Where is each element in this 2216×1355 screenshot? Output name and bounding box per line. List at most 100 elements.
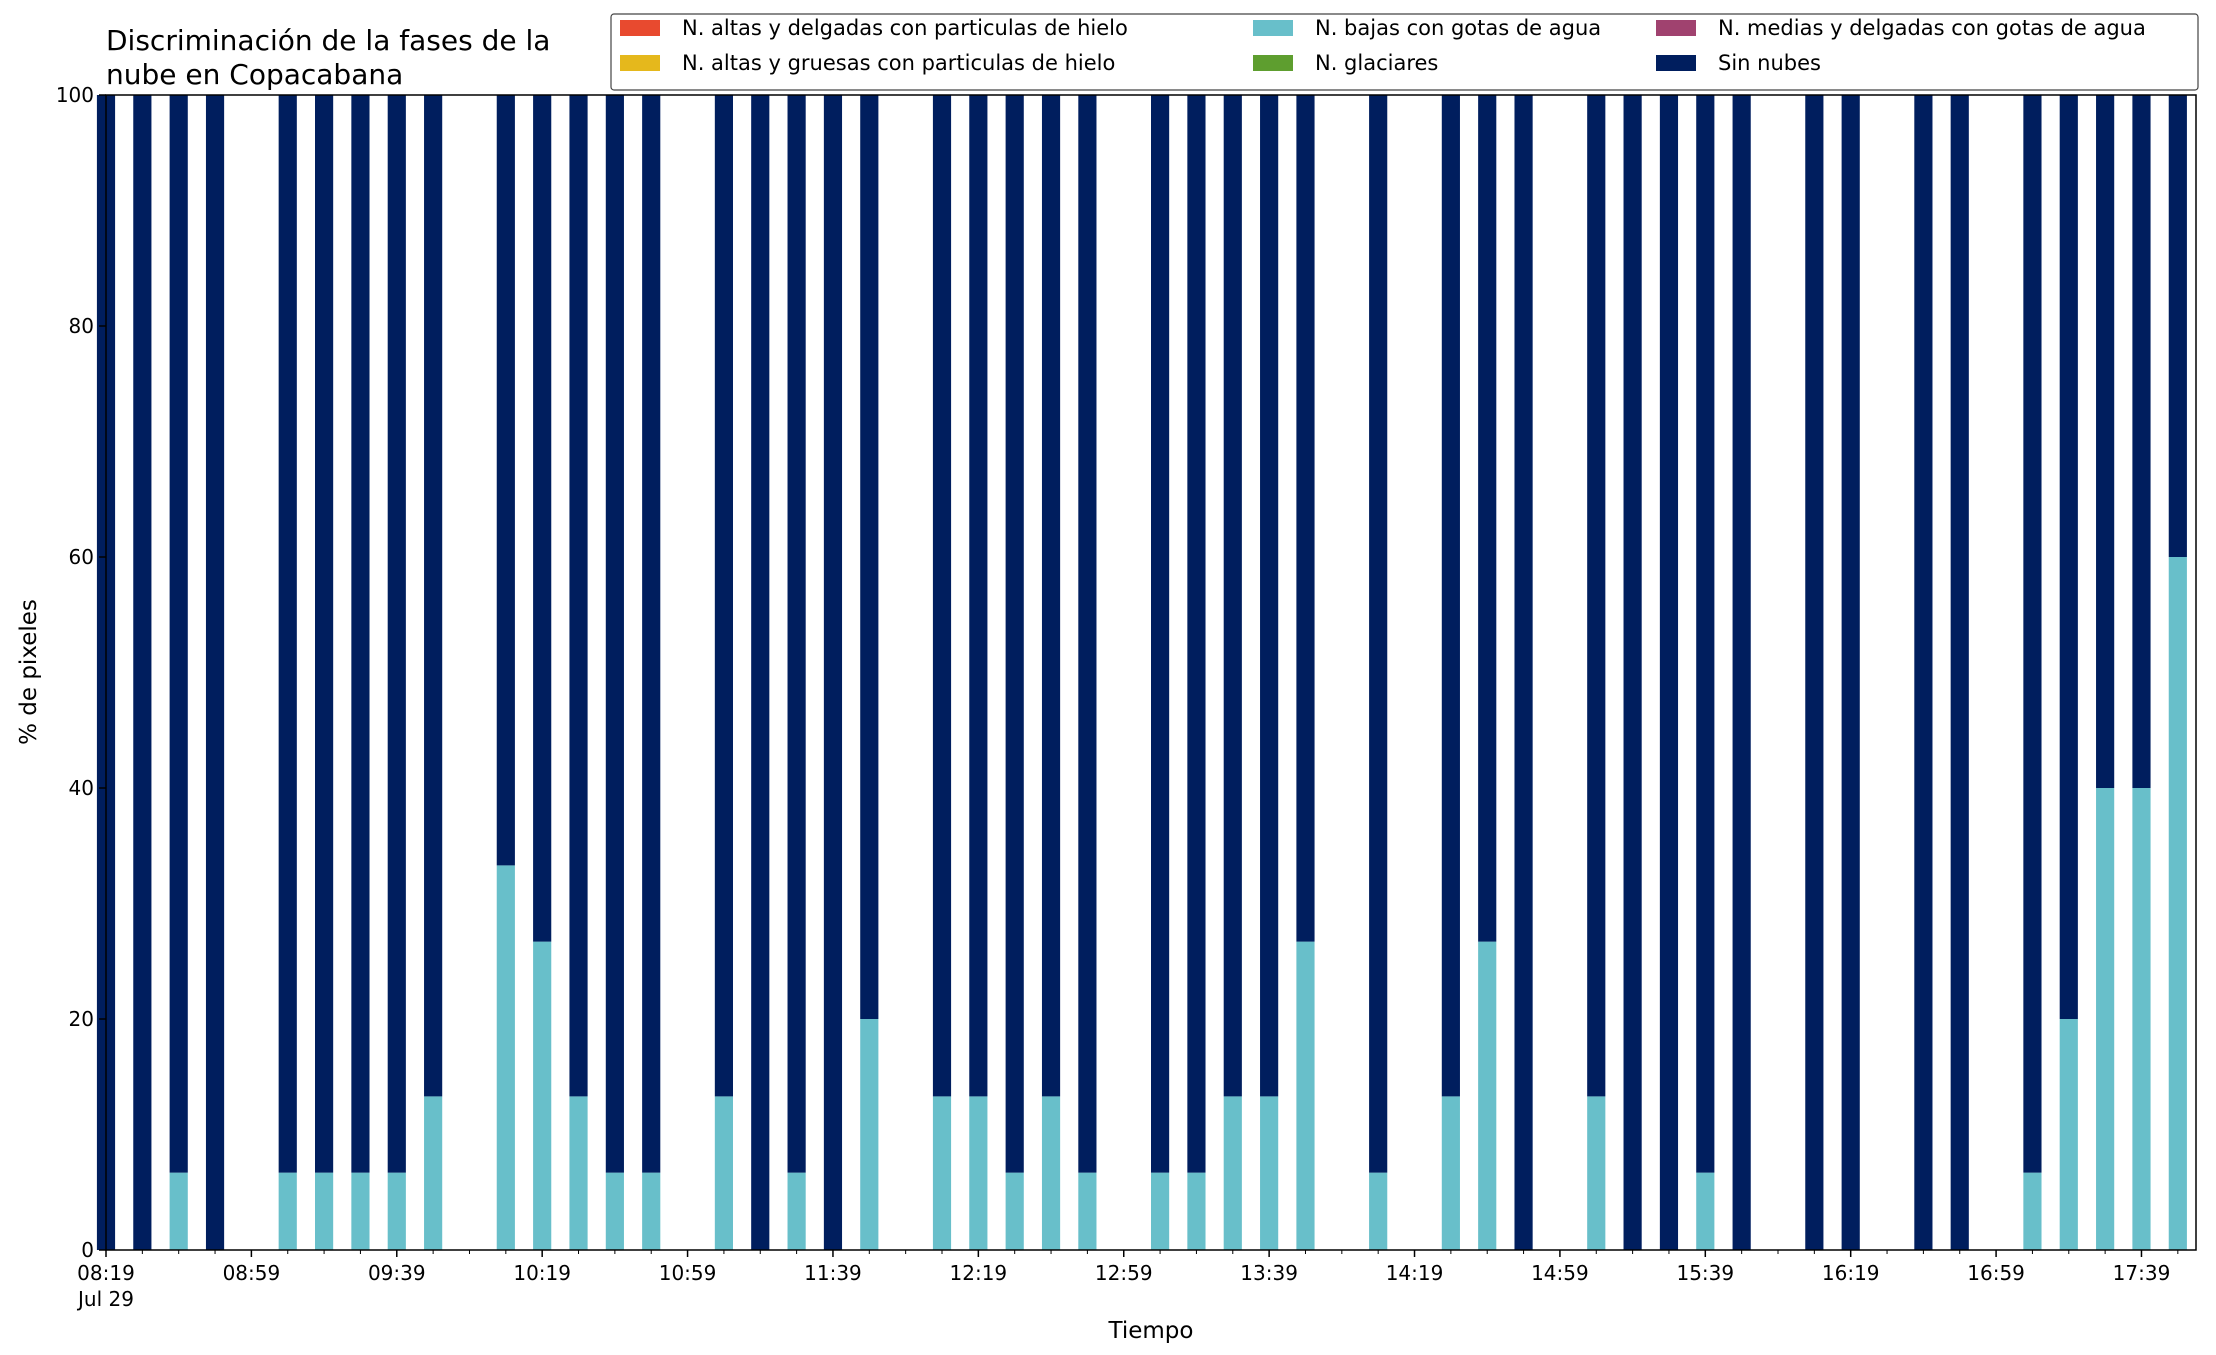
- bar-segment: [1587, 95, 1606, 1097]
- bar-segment: [1659, 95, 1679, 1250]
- x-tick-label: 12:59: [1095, 1261, 1153, 1285]
- bar-segment: [1623, 95, 1642, 1250]
- bar-segment: [1805, 95, 1824, 1250]
- bar-segment: [1223, 1096, 1242, 1250]
- x-tick-label: 11:39: [804, 1261, 862, 1285]
- bar-segment: [1260, 95, 1279, 1097]
- bar-segment: [169, 1172, 188, 1250]
- legend-swatch: [620, 55, 660, 71]
- legend-swatch: [1656, 55, 1696, 71]
- legend-label: N. altas y delgadas con particulas de hi…: [682, 16, 1128, 40]
- bar-segment: [1696, 1172, 1715, 1250]
- bar-segment: [1696, 95, 1715, 1173]
- bar-segment: [1078, 1172, 1097, 1250]
- legend-label: N. altas y gruesas con particulas de hie…: [682, 51, 1115, 75]
- bar-segment: [315, 95, 334, 1173]
- bar-segment: [1478, 941, 1497, 1250]
- bar-segment: [1041, 95, 1061, 1097]
- bar-segment: [424, 1096, 443, 1250]
- bar-segment: [169, 95, 188, 1173]
- bar-segment: [1223, 95, 1242, 1097]
- bar-segment: [1732, 95, 1751, 1250]
- bar-segment: [2168, 557, 2187, 1250]
- y-tick-label: 0: [81, 1238, 94, 1262]
- bar-segment: [1151, 95, 1170, 1173]
- bar-segment: [1841, 95, 1860, 1250]
- legend-swatch: [620, 20, 660, 36]
- x-axis-label: Tiempo: [1108, 1318, 1194, 1344]
- bar-segment: [2168, 95, 2187, 557]
- bar-segment: [642, 95, 661, 1173]
- bar-segment: [1914, 95, 1933, 1250]
- y-tick-label: 80: [69, 314, 94, 338]
- bar-segment: [1950, 95, 1969, 1250]
- bar-segment: [2059, 95, 2078, 1019]
- bar-segment: [278, 95, 297, 1173]
- bar-segment: [860, 1019, 879, 1250]
- legend: N. altas y delgadas con particulas de hi…: [610, 13, 2199, 91]
- bar-segment: [2132, 95, 2151, 788]
- bar-segment: [351, 1172, 370, 1250]
- x-tick-label: 08:19: [77, 1261, 135, 1285]
- bar-segment: [315, 1172, 334, 1250]
- bar-segment: [387, 1172, 406, 1250]
- bar-segment: [714, 1096, 733, 1250]
- bar-segment: [205, 95, 225, 1250]
- bar-segment: [2096, 95, 2115, 788]
- bar-segment: [1078, 95, 1097, 1173]
- chart-title: Discriminación de la fases de la nube en…: [106, 24, 559, 91]
- bar-segment: [751, 95, 770, 1250]
- bar-segment: [932, 95, 952, 1097]
- bar-segment: [1151, 1172, 1170, 1250]
- bar-segment: [1478, 95, 1497, 942]
- x-tick-label: 14:19: [1386, 1261, 1444, 1285]
- bars: [96, 95, 2187, 1250]
- bar-segment: [969, 95, 988, 1097]
- legend-label: N. bajas con gotas de agua: [1315, 16, 1601, 40]
- y-axis: 0 20 40 60 80 100: [56, 83, 106, 1262]
- bar-segment: [2023, 95, 2042, 1173]
- bar-segment: [1441, 1096, 1460, 1250]
- bar-segment: [860, 95, 879, 1019]
- legend-label: N. medias y delgadas con gotas de agua: [1718, 16, 2146, 40]
- bar-segment: [387, 95, 406, 1173]
- x-tick-label: 09:39: [368, 1261, 426, 1285]
- bar-segment: [605, 1172, 624, 1250]
- y-tick-label: 60: [69, 545, 94, 569]
- bar-segment: [278, 1172, 297, 1250]
- bar-segment: [1441, 95, 1460, 1097]
- plot-frame: [105, 94, 2197, 1251]
- legend-label: N. glaciares: [1315, 51, 1438, 75]
- y-tick-label: 40: [69, 776, 94, 800]
- bar-segment: [569, 1096, 588, 1250]
- bar-segment: [1369, 95, 1388, 1173]
- bar-segment: [133, 95, 152, 1250]
- bar-segment: [969, 1096, 988, 1250]
- x-tick-label: 08:59: [223, 1261, 281, 1285]
- x-tick-label: 14:59: [1531, 1261, 1589, 1285]
- bar-segment: [496, 95, 515, 866]
- bar-segment: [714, 95, 733, 1097]
- bar-segment: [642, 1172, 661, 1250]
- bar-segment: [351, 95, 370, 1173]
- bar-segment: [533, 941, 552, 1250]
- x-tick-label: 15:39: [1676, 1261, 1734, 1285]
- bar-segment: [2059, 1019, 2078, 1250]
- x-tick-label: 12:19: [950, 1261, 1008, 1285]
- x-tick-label: 13:39: [1240, 1261, 1298, 1285]
- x-tick-label: 17:39: [2113, 1261, 2171, 1285]
- bar-segment: [533, 95, 552, 942]
- legend-label: Sin nubes: [1718, 51, 1821, 75]
- legend-box: [610, 13, 2199, 91]
- x-date-label: Jul 29: [76, 1287, 134, 1311]
- bar-segment: [1187, 1172, 1206, 1250]
- x-tick-label: 10:19: [513, 1261, 571, 1285]
- bar-segment: [1005, 1172, 1024, 1250]
- bar-segment: [605, 95, 624, 1173]
- bar-segment: [424, 95, 443, 1097]
- y-tick-label: 100: [56, 83, 94, 107]
- bar-segment: [1369, 1172, 1388, 1250]
- legend-swatch: [1253, 20, 1293, 36]
- y-axis-label: % de pixeles: [16, 599, 42, 745]
